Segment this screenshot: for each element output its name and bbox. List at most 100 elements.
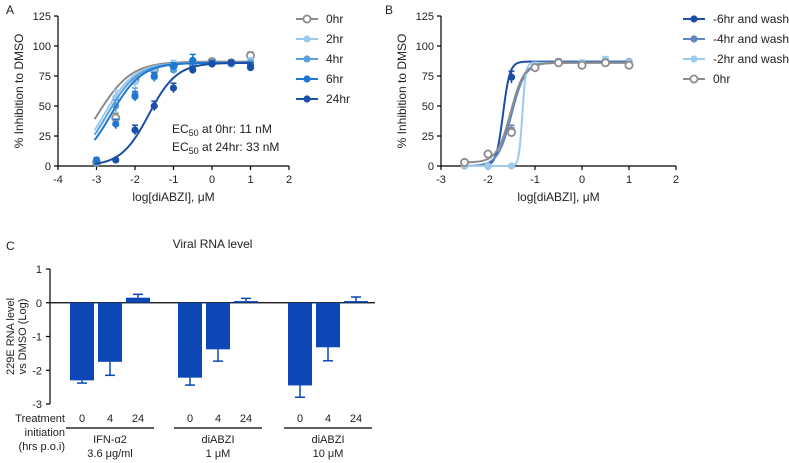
x-tick-label: 0 (579, 174, 585, 186)
data-point (131, 126, 139, 134)
data-point (112, 156, 120, 164)
bar (316, 302, 340, 348)
series-0hr (459, 58, 634, 167)
legend-label: 4hr (326, 52, 343, 66)
data-point (624, 60, 634, 70)
x-tick-label: -4 (53, 174, 63, 186)
data-point (208, 60, 216, 68)
y-axis-label: vs DMSO (Log) (17, 299, 29, 375)
ec50-subscript: 50 (189, 128, 199, 138)
ec50-prefix: EC (172, 140, 189, 154)
y-tick-label: 50 (422, 101, 434, 113)
chart-c: Viral RNA level -3 -2 -1 0 1 229E RNA level vs … (5, 237, 375, 460)
data-point (483, 149, 493, 159)
data-point (227, 59, 235, 67)
bar-group: 0 4 24 IFN-α2 3.6 μg/ml (66, 293, 154, 460)
data-point (169, 84, 178, 92)
bar (206, 302, 230, 350)
legend-entry: 0hr (683, 72, 730, 86)
data-point (92, 156, 101, 164)
legend-entry: 4hr (296, 52, 343, 66)
group-label: IFN-α2 (93, 434, 127, 446)
legend-entry: 6hr (296, 72, 343, 86)
ec50-subscript: 50 (189, 146, 199, 156)
x-tick-label: -2 (483, 174, 493, 186)
data-point (189, 66, 197, 74)
x-tick-label: -1 (530, 174, 540, 186)
legend-label: -6hr and wash (713, 12, 789, 26)
group-label: 10 μM (313, 448, 344, 460)
group-label: 1 μM (206, 448, 231, 460)
category-label: 24 (132, 413, 144, 425)
y-tick-label: 50 (39, 101, 51, 113)
y-tick-label: 1 (36, 264, 42, 276)
x-axis-label: log[diABZI], μM (517, 190, 599, 204)
data-point (601, 58, 611, 68)
legend-label: 0hr (713, 72, 730, 86)
category-label: 24 (350, 413, 362, 425)
data-point (530, 63, 540, 73)
y-tick-label: 100 (33, 41, 51, 53)
legend-entry: -6hr and wash (683, 12, 789, 26)
y-tick-label: 75 (422, 71, 434, 83)
x-tick-label: -1 (169, 174, 179, 186)
category-label: 24 (240, 413, 252, 425)
y-axis-label: % Inhibition to DMSO (12, 34, 26, 149)
group-label: diABZI (311, 434, 344, 446)
bar (126, 297, 150, 303)
legend-entry: 24hr (296, 92, 350, 106)
panel-label-c: C (6, 239, 15, 253)
legend-label: 2hr (326, 32, 343, 46)
bar (178, 302, 202, 378)
bar-group: 0 4 24 diABZI 1 μM (174, 297, 262, 460)
y-tick-label: 25 (422, 131, 434, 143)
legend-marker (303, 35, 311, 43)
x-tick-label: -3 (436, 174, 446, 186)
data-point (507, 73, 516, 81)
y-axis-label: % Inhibition to DMSO (395, 34, 409, 149)
legend-entry: 0hr (296, 12, 343, 26)
legend-label: 6hr (326, 72, 343, 86)
data-point (507, 162, 516, 170)
data-point (150, 102, 158, 110)
x-tick-label: 0 (209, 174, 215, 186)
data-point (459, 157, 469, 167)
treatment-row-label: Treatment (15, 413, 65, 425)
y-tick-label: 0 (428, 161, 434, 173)
legend-entry: 2hr (296, 32, 343, 46)
x-tick-label: -2 (130, 174, 140, 186)
x-tick-label: -3 (92, 174, 102, 186)
y-axis-label: 229E RNA level (5, 298, 17, 375)
chart-a: 0 25 50 75 100 125 -4 -3 -2 -1 0 1 2 log[diABZI], μM%… (12, 11, 350, 204)
data-point (554, 58, 564, 68)
legend-marker (690, 15, 698, 23)
legend-marker (690, 35, 698, 43)
y-tick-label: 100 (416, 41, 434, 53)
legend-marker (690, 55, 698, 63)
bar (288, 302, 312, 386)
legend-label: -4hr and wash (713, 32, 789, 46)
chart-b: 0 25 50 75 100 125 -3 -2 -1 0 1 2 log[diABZI], μM % I… (395, 11, 789, 204)
panel-label-a: A (6, 3, 14, 17)
category-label: 0 (79, 413, 85, 425)
data-point (577, 60, 587, 70)
y-tick-label: 125 (33, 11, 51, 23)
y-tick-label: 0 (36, 298, 42, 310)
y-tick-label: 75 (39, 71, 51, 83)
treatment-row-label: (hrs p.o.i) (19, 441, 65, 453)
category-label: 4 (325, 413, 331, 425)
category-label: 4 (215, 413, 221, 425)
legend-marker (303, 75, 311, 83)
treatment-row-label: initiation (25, 427, 65, 439)
x-tick-label: 2 (673, 174, 679, 186)
ec50-prefix: EC (172, 122, 189, 136)
data-point (484, 162, 492, 170)
y-tick-label: 0 (45, 161, 51, 173)
bar (344, 301, 368, 303)
data-point (506, 127, 516, 137)
bar-group: 0 4 24 diABZI 10 μM (284, 296, 372, 460)
category-label: 0 (187, 413, 193, 425)
x-tick-label: 2 (286, 174, 292, 186)
x-tick-label: 1 (247, 174, 253, 186)
data-point (169, 62, 178, 70)
